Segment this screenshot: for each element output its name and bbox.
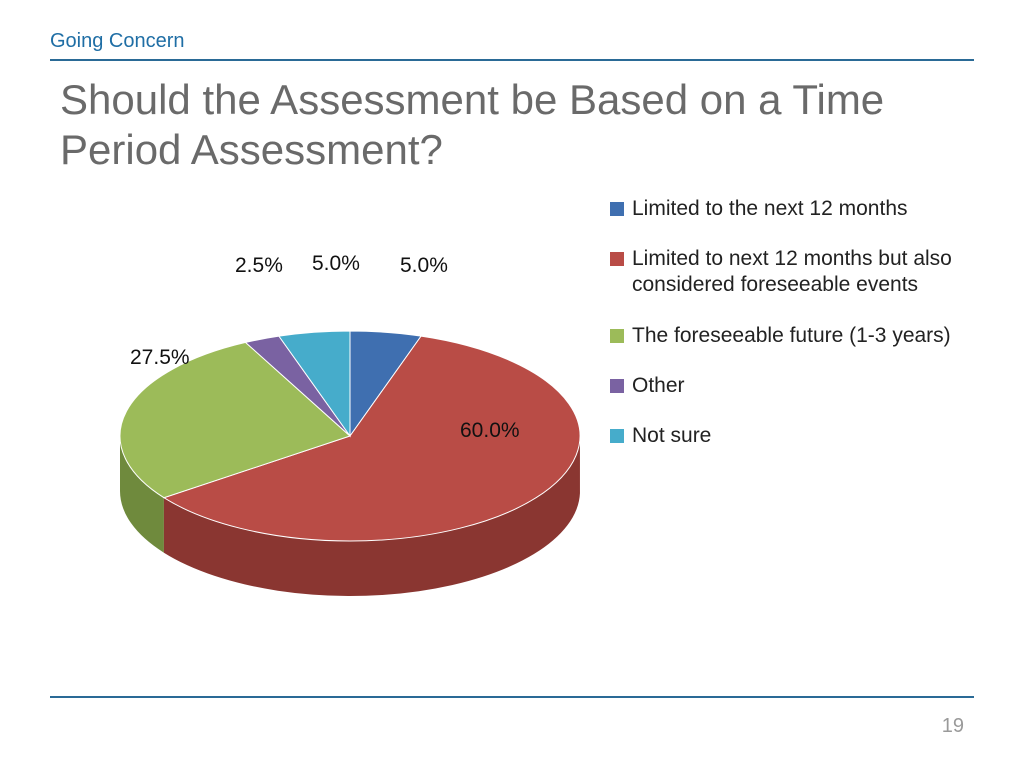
legend-item: Limited to the next 12 months xyxy=(610,196,974,222)
legend-text: The foreseeable future (1-3 years) xyxy=(632,323,951,349)
page-number: 19 xyxy=(942,715,964,738)
legend-text: Limited to the next 12 months xyxy=(632,196,908,222)
slice-pct-label: 27.5% xyxy=(130,346,190,370)
legend-item: Other xyxy=(610,373,974,399)
legend-text: Limited to next 12 months but also consi… xyxy=(632,246,974,299)
header-label: Going Concern xyxy=(50,30,974,53)
legend-item: The foreseeable future (1-3 years) xyxy=(610,323,974,349)
legend-swatch xyxy=(610,329,624,343)
slice-pct-label: 5.0% xyxy=(400,254,448,278)
slide: Going Concern Should the Assessment be B… xyxy=(0,0,1024,768)
legend-text: Not sure xyxy=(632,423,711,449)
legend-swatch xyxy=(610,429,624,443)
footer-divider xyxy=(50,696,974,698)
slice-pct-label: 5.0% xyxy=(312,252,360,276)
legend-text: Other xyxy=(632,373,685,399)
legend-swatch xyxy=(610,379,624,393)
content-row: 5.0% 60.0% 27.5% 2.5% 5.0% Limited to the ne… xyxy=(50,186,974,616)
pie-chart: 5.0% 60.0% 27.5% 2.5% 5.0% xyxy=(50,186,610,616)
header-divider xyxy=(50,59,974,61)
slice-pct-label: 60.0% xyxy=(460,419,520,443)
legend-item: Not sure xyxy=(610,423,974,449)
legend-swatch xyxy=(610,202,624,216)
slide-title: Should the Assessment be Based on a Time… xyxy=(60,75,974,176)
slice-pct-label: 2.5% xyxy=(235,254,283,278)
legend: Limited to the next 12 months Limited to … xyxy=(610,186,974,616)
pie-svg xyxy=(50,186,610,616)
legend-item: Limited to next 12 months but also consi… xyxy=(610,246,974,299)
legend-swatch xyxy=(610,252,624,266)
